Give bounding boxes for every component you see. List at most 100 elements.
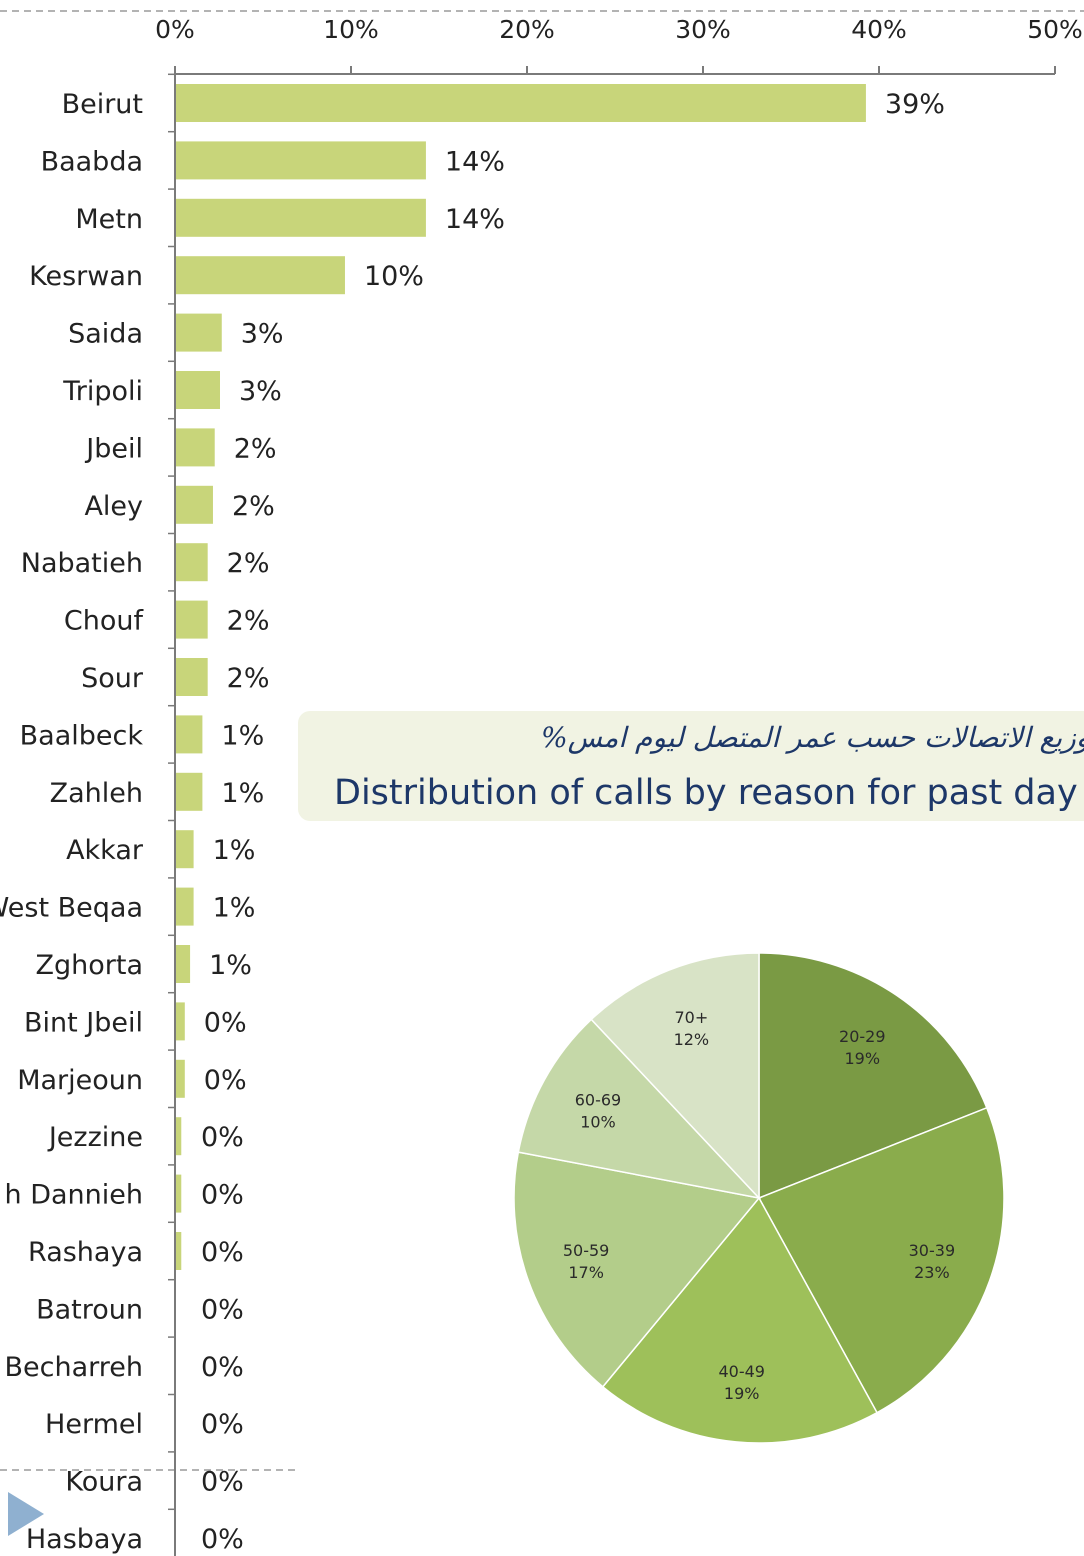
category-label: Metn xyxy=(75,204,143,235)
value-label: 1% xyxy=(213,835,256,866)
pie-title-english: Distribution of calls by reason for past… xyxy=(334,773,1078,813)
pie-slice-value: 19% xyxy=(724,1384,760,1403)
x-tick-label: 30% xyxy=(675,15,731,44)
value-label: 0% xyxy=(201,1122,244,1153)
value-label: 0% xyxy=(201,1352,244,1383)
category-label: Kesrwan xyxy=(29,261,143,292)
value-label: 2% xyxy=(227,548,270,579)
category-label: Chouf xyxy=(64,606,145,637)
category-label: Zghorta xyxy=(36,950,144,981)
value-label: 0% xyxy=(201,1294,244,1325)
pie-slice-20-29 xyxy=(758,952,988,1200)
value-label: 2% xyxy=(227,663,270,694)
pie-title-arabic: توزيع الاتصالات حسب عمر المتصل ليوم امس% xyxy=(541,721,1084,754)
pie-slice-30-39 xyxy=(757,1106,1005,1414)
x-tick-label: 50% xyxy=(1027,15,1083,44)
bar-15 xyxy=(176,945,191,983)
x-tick-label: 20% xyxy=(499,15,555,44)
category-label: Tripoli xyxy=(62,376,143,407)
category-label: Baalbeck xyxy=(20,720,144,751)
category-label: Rashaya xyxy=(28,1237,143,1268)
pie-slice-40-49 xyxy=(601,1196,879,1444)
triangle-marker-icon xyxy=(8,1492,44,1536)
category-label: Zahleh xyxy=(50,778,143,809)
category-label: Nabatieh xyxy=(21,548,143,579)
value-label: 2% xyxy=(227,606,270,637)
bar-2 xyxy=(176,198,426,237)
value-label: 0% xyxy=(201,1180,244,1211)
bar-0 xyxy=(176,84,866,122)
category-label: Akkar xyxy=(66,835,144,866)
value-label: 0% xyxy=(201,1409,244,1440)
pie-slice-value: 23% xyxy=(914,1263,950,1282)
category-label: Marjeoun xyxy=(17,1065,143,1096)
pie-title-box: توزيع الاتصالات حسب عمر المتصل ليوم امس%… xyxy=(298,711,1084,821)
pie-slice-value: 12% xyxy=(674,1030,710,1049)
bar-14 xyxy=(176,887,194,926)
value-label: 39% xyxy=(885,89,945,120)
value-label: 0% xyxy=(201,1237,244,1268)
value-label: 3% xyxy=(239,376,282,407)
pie-slice-label: 70+ xyxy=(674,1008,708,1027)
pie-slice-60-69 xyxy=(517,1018,762,1200)
x-tick-label: 10% xyxy=(323,15,379,44)
bar-10 xyxy=(176,658,208,696)
x-tick-label: 0% xyxy=(155,15,195,44)
pie-slice-label: 40-49 xyxy=(718,1362,765,1381)
value-label: 14% xyxy=(445,204,505,235)
pie-slice-50-59 xyxy=(513,1151,761,1388)
bar-5 xyxy=(176,371,220,409)
category-label: Saida xyxy=(68,319,143,350)
category-label: Bint Jbeil xyxy=(24,1007,143,1038)
pie-slice-label: 30-39 xyxy=(909,1241,956,1260)
bar-17 xyxy=(176,1059,185,1098)
value-label: 2% xyxy=(234,433,277,464)
value-label: 1% xyxy=(221,720,264,751)
bar-7 xyxy=(176,485,213,524)
x-tick-label: 40% xyxy=(851,15,907,44)
bar-4 xyxy=(176,313,222,352)
value-label: 0% xyxy=(201,1467,244,1498)
value-label: 3% xyxy=(241,319,284,350)
bar-8 xyxy=(176,543,208,582)
category-label: Hasbaya xyxy=(26,1524,143,1555)
value-label: 1% xyxy=(221,778,264,809)
value-label: 0% xyxy=(204,1065,247,1096)
pie-slice-label: 50-59 xyxy=(563,1241,610,1260)
bar-19 xyxy=(176,1174,182,1213)
bar-12 xyxy=(176,772,203,811)
category-label: h Dannieh xyxy=(5,1180,143,1211)
bar-1 xyxy=(176,141,426,180)
category-label: Jezzine xyxy=(47,1122,143,1153)
pie-slice-value: 19% xyxy=(845,1049,881,1068)
pie-slice-label: 20-29 xyxy=(839,1027,886,1046)
value-label: 2% xyxy=(232,491,275,522)
value-label: 0% xyxy=(204,1007,247,1038)
pie-slice-label: 60-69 xyxy=(575,1090,622,1109)
bar-3 xyxy=(176,256,345,295)
pie-slice-value: 17% xyxy=(568,1263,604,1282)
value-label: 0% xyxy=(201,1524,244,1555)
category-label: Hermel xyxy=(45,1409,143,1440)
value-label: 1% xyxy=(213,893,256,924)
bar-6 xyxy=(176,428,215,467)
bar-16 xyxy=(176,1002,185,1041)
value-label: 14% xyxy=(445,146,505,177)
bar-11 xyxy=(176,715,203,754)
category-label: West Beqaa xyxy=(0,893,143,924)
category-label: Koura xyxy=(65,1467,143,1498)
bar-20 xyxy=(176,1232,182,1270)
value-label: 10% xyxy=(364,261,424,292)
category-label: Jbeil xyxy=(84,433,143,464)
category-label: Becharreh xyxy=(5,1352,144,1383)
value-label: 1% xyxy=(209,950,252,981)
category-label: Aley xyxy=(84,491,143,522)
pie-slice-70+ xyxy=(590,952,760,1200)
category-label: Baabda xyxy=(41,146,143,177)
category-label: Batroun xyxy=(36,1294,143,1325)
pie-slice-value: 10% xyxy=(580,1112,616,1131)
bar-13 xyxy=(176,830,194,869)
